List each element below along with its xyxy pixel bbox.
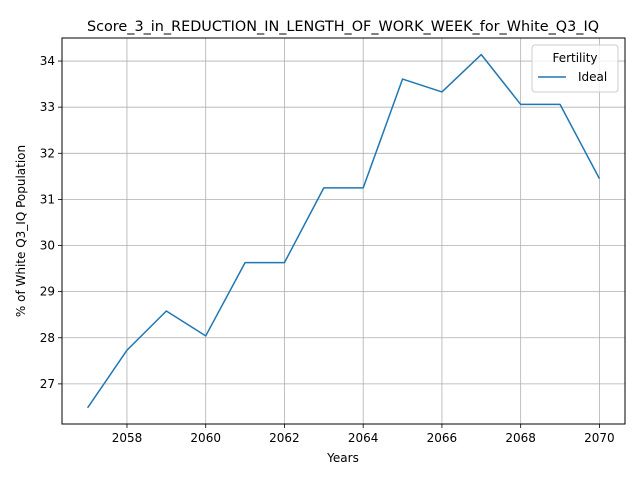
y-tick-label: 33	[40, 100, 55, 114]
x-tick-label: 2066	[427, 431, 458, 445]
x-tick-label: 2070	[584, 431, 615, 445]
y-tick-label: 30	[40, 239, 55, 253]
x-tick-label: 2058	[112, 431, 143, 445]
series-line-ideal	[86, 53, 601, 409]
y-tick-label: 34	[40, 54, 55, 68]
legend-title: Fertility	[552, 51, 597, 65]
y-tick-label: 32	[40, 146, 55, 160]
grid-lines	[62, 38, 625, 424]
series-group	[86, 53, 601, 409]
y-tick-label: 27	[40, 377, 55, 391]
y-axis-label: % of White Q3_IQ Population	[14, 145, 28, 317]
y-tick-label: 29	[40, 285, 55, 299]
chart-title: Score_3_in_REDUCTION_IN_LENGTH_OF_WORK_W…	[87, 19, 599, 35]
plot-frame	[61, 37, 626, 425]
y-tick-label: 31	[40, 192, 55, 206]
x-tick-label: 2068	[505, 431, 536, 445]
legend-entry-ideal: Ideal	[578, 70, 607, 84]
y-axis-ticks: 27 28 29 30 31 32 33 34	[40, 54, 62, 391]
x-axis-label: Years	[326, 451, 359, 465]
x-tick-label: 2060	[190, 431, 221, 445]
y-tick-label: 28	[40, 331, 55, 345]
x-tick-label: 2064	[348, 431, 379, 445]
x-axis-ticks: 2058 2060 2062 2064 2066 2068 2070	[112, 424, 615, 445]
x-tick-label: 2062	[269, 431, 300, 445]
legend-box	[531, 44, 619, 93]
legend: Fertility Ideal	[531, 44, 619, 93]
